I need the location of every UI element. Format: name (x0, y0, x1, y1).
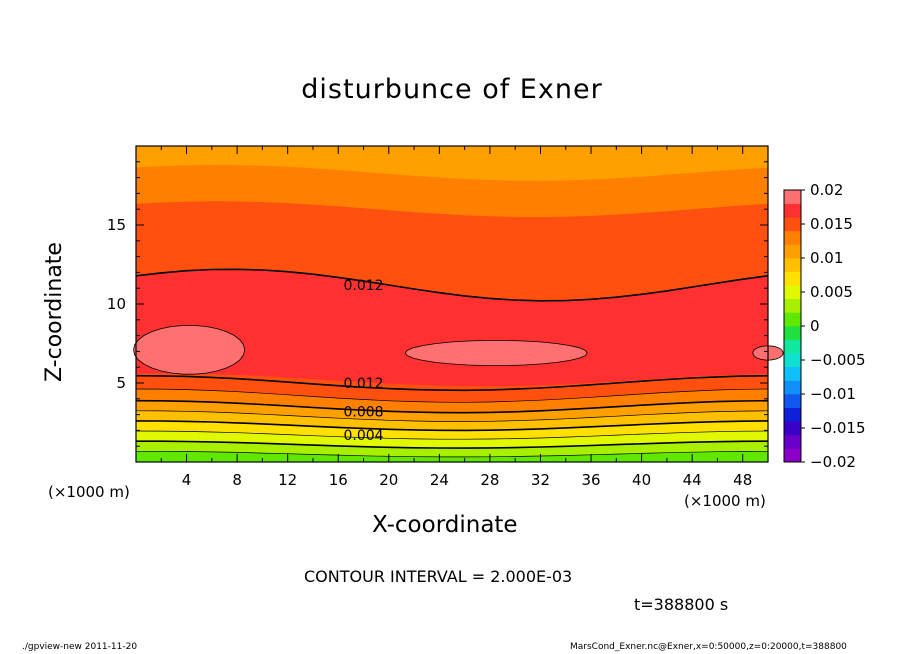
y-tick-label: 15 (107, 216, 126, 234)
x-tick-label: 24 (430, 471, 449, 489)
x-tick-label: 40 (632, 471, 651, 489)
chart-title: disturbunce of Exner (301, 74, 603, 105)
x-tick-label: 8 (232, 471, 242, 489)
y-tick-label: 5 (116, 374, 126, 392)
y-axis-title: Z-coordinate (42, 242, 67, 382)
colorbar-tick-label: −0.005 (810, 351, 866, 369)
colorbar-swatch (784, 217, 801, 232)
colorbar-swatch (784, 258, 801, 272)
contour-line-surface-2 (135, 430, 769, 440)
colorbar-swatch (784, 366, 801, 381)
contour-line-surface-0 (136, 450, 769, 458)
contour-bands (133, 146, 784, 462)
colorbar-tick-label: 0.015 (810, 215, 853, 233)
colorbar-swatch (784, 244, 801, 259)
contour-line-surface-5 (135, 399, 769, 414)
colorbar-tick-label: 0.02 (810, 181, 843, 199)
colorbar-swatch (784, 407, 801, 422)
contour-labels: 0.012 0.012 0.008 0.004 (343, 278, 383, 444)
colorbar-swatch (784, 285, 801, 300)
colorbar-swatch (784, 298, 801, 313)
time-label: t=388800 s (634, 595, 729, 614)
colorbar-swatch (784, 434, 801, 449)
x-tick-label: 4 (182, 471, 192, 489)
contour-label: 0.012 (343, 376, 383, 392)
y-axis-ticks: 5 10 15 (107, 161, 768, 447)
x-tick-label: 20 (379, 471, 398, 489)
colorbar-swatch (784, 380, 801, 395)
colorbar-swatch (784, 190, 801, 204)
colorbar-tick-label: −0.015 (810, 419, 866, 437)
x-unit-label-left: (×1000 m) (48, 483, 130, 501)
x-tick-label: 12 (278, 471, 297, 489)
colorbar-tick-label: 0 (810, 317, 820, 335)
contour-label: 0.004 (343, 428, 383, 444)
colorbar-swatch (784, 271, 801, 286)
contour-label: 0.012 (343, 278, 383, 294)
contour-line-surface-7 (135, 374, 769, 392)
contour-lines (135, 268, 769, 458)
colorbar-swatch (784, 421, 801, 436)
contour-label: 0.008 (343, 404, 383, 420)
colorbar-swatch (784, 339, 801, 354)
contour-line-surface-1 (136, 440, 769, 449)
colorbar: 0.02 0.015 0.01 0.005 0 −0.005 −0.01 −0.015 −0.0… (783, 181, 866, 471)
x-axis-ticks: 4 8 12 16 20 24 28 32 36 40 44 48 (160, 146, 769, 489)
contour-line-upper (135, 268, 769, 302)
colorbar-tick-label: −0.01 (810, 385, 856, 403)
contour-line-surface-6 (135, 388, 769, 403)
colorbar-swatch (784, 312, 801, 327)
x-tick-label: 28 (480, 471, 499, 489)
footer-left: ./gpview-new 2011-11-20 (22, 642, 138, 652)
x-tick-label: 48 (733, 471, 752, 489)
contour-interval-label: CONTOUR INTERVAL = 2.000E-03 (304, 567, 573, 586)
colorbar-tick-label: 0.01 (810, 249, 843, 267)
x-tick-label: 32 (531, 471, 550, 489)
x-unit-label-right: (×1000 m) (684, 492, 766, 510)
colorbar-tick-label: −0.02 (810, 453, 856, 471)
colorbar-swatch (784, 230, 801, 245)
x-tick-label: 16 (329, 471, 348, 489)
colorbar-swatch (784, 353, 801, 368)
max-cell-center (404, 339, 588, 367)
contour-line-surface-3 (135, 420, 769, 432)
colorbar-swatch (784, 394, 801, 408)
y-tick-label: 10 (107, 295, 126, 313)
x-tick-label: 36 (581, 471, 600, 489)
x-tick-label: 44 (683, 471, 702, 489)
contour-line-surface-4 (135, 410, 769, 422)
colorbar-swatch (784, 203, 801, 218)
colorbar-tick-label: 0.005 (810, 283, 853, 301)
band-surface-7 (136, 375, 768, 403)
colorbar-swatch (784, 448, 801, 463)
x-axis-title: X-coordinate (372, 512, 518, 538)
max-cell-left (133, 325, 246, 375)
footer-right: MarsCond_Exner.nc@Exner,x=0:50000,z=0:20… (570, 642, 847, 652)
colorbar-swatch (784, 326, 801, 340)
band-top-2 (136, 146, 768, 181)
